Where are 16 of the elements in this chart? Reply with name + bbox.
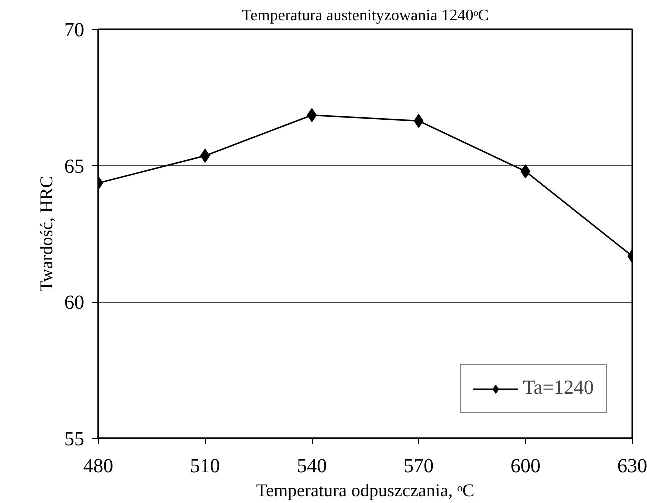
y-tick-label: 55 <box>64 428 84 450</box>
y-tick-label: 65 <box>64 156 84 178</box>
y-axis-title: Twardość, HRC <box>36 176 56 292</box>
y-tick-label: 70 <box>64 20 84 42</box>
x-tick-label: 510 <box>190 456 220 478</box>
x-tick-label: 570 <box>404 456 434 478</box>
chart-title: Temperatura austenityzowania 1240ᵒC <box>242 8 489 24</box>
point <box>200 149 210 164</box>
x-tick-label: 630 <box>618 456 647 478</box>
x-tick-label: 480 <box>84 456 114 478</box>
x-tick-label: 600 <box>510 456 541 478</box>
point <box>520 164 531 179</box>
legend-label: Ta=1240 <box>523 377 594 400</box>
x-tick-label: 540 <box>297 456 328 478</box>
x-axis-title: Temperatura odpuszczania, ᵒC <box>256 480 475 500</box>
y-tick-label: 60 <box>64 292 84 314</box>
